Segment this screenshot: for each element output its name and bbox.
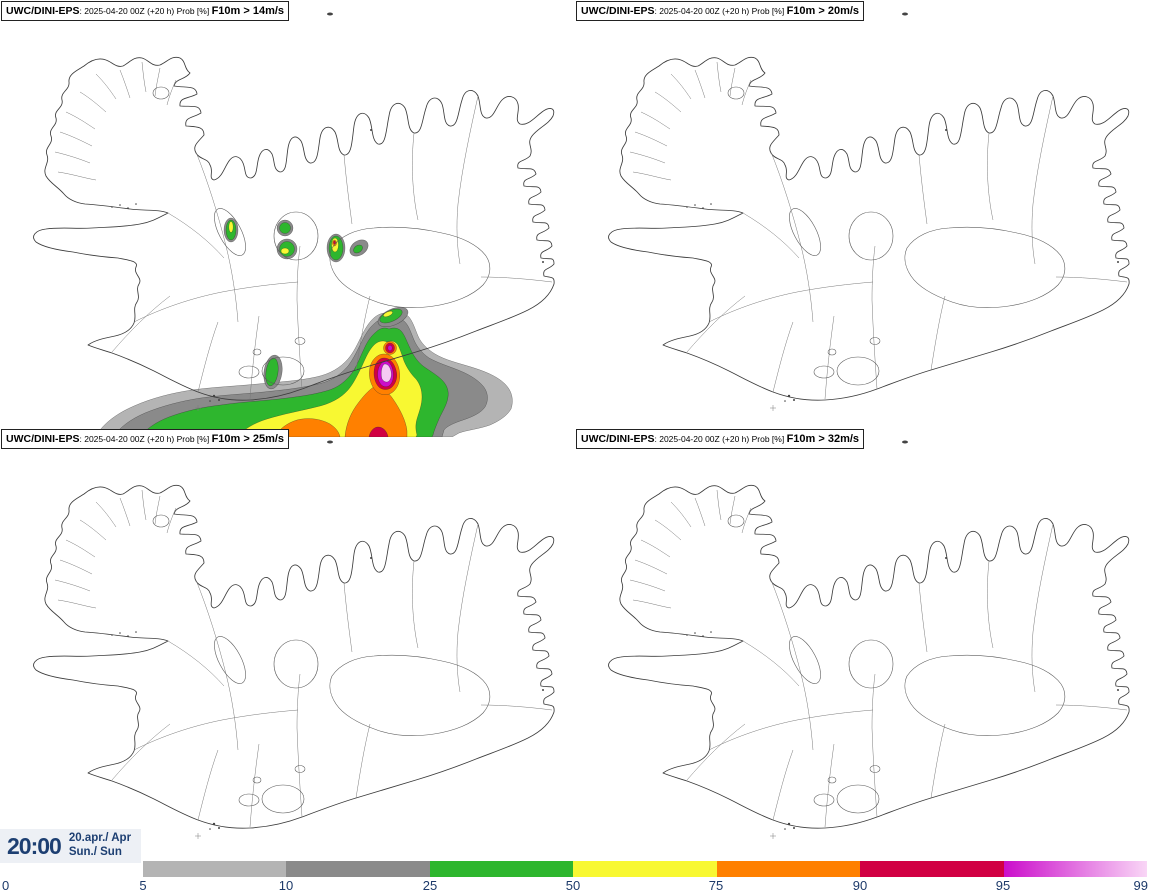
panel-title: UWC/DINI-EPS: 2025-04-20 00Z (+20 h) Pro… xyxy=(576,1,865,21)
product-name: UWC/DINI-EPS xyxy=(581,433,655,445)
colorbar-segment-75-90 xyxy=(716,861,861,877)
product-name: UWC/DINI-EPS xyxy=(6,5,80,17)
colorbar-segment-90-95 xyxy=(860,861,1004,877)
colorbar-segment-5-10 xyxy=(143,861,287,877)
colorbar-tick-5: 5 xyxy=(139,878,147,893)
colorbar-tick-95: 95 xyxy=(995,878,1011,893)
iceland-map xyxy=(33,440,555,840)
iceland-map xyxy=(608,12,1130,412)
run-and-leadtime: : 2025-04-20 00Z (+20 h) Prob [%] xyxy=(654,434,787,444)
map-panel-f10m-gt-25: UWC/DINI-EPS: 2025-04-20 00Z (+20 h) Pro… xyxy=(0,428,575,865)
legend-footer: 20:00 20.apr./ Apr Sun./ Sun 0 5 10 25 5… xyxy=(0,820,1150,893)
iceland-map-with-probabilities xyxy=(33,12,555,437)
valid-date-line1: 20.apr./ Apr xyxy=(68,832,132,845)
parameter-threshold: F10m > 32m/s xyxy=(786,433,860,445)
probability-colorbar xyxy=(143,861,1147,877)
parameter-threshold: F10m > 25m/s xyxy=(211,433,285,445)
colorbar-tick-99: 99 xyxy=(1133,878,1148,893)
run-and-leadtime: : 2025-04-20 00Z (+20 h) Prob [%] xyxy=(79,434,212,444)
valid-date-line2: Sun./ Sun xyxy=(68,846,122,858)
run-and-leadtime: : 2025-04-20 00Z (+20 h) Prob [%] xyxy=(654,6,787,16)
colorbar-segment-50-75 xyxy=(573,861,717,877)
panel-title: UWC/DINI-EPS: 2025-04-20 00Z (+20 h) Pro… xyxy=(576,429,865,449)
map-panel-f10m-gt-14: UWC/DINI-EPS: 2025-04-20 00Z (+20 h) Pro… xyxy=(0,0,575,437)
valid-time-box: 20:00 20.apr./ Apr Sun./ Sun xyxy=(0,829,141,863)
colorbar-tick-0: 0 xyxy=(2,878,10,893)
colorbar-segment-25-50 xyxy=(429,861,574,877)
parameter-threshold: F10m > 20m/s xyxy=(786,5,860,17)
colorbar-tick-90: 90 xyxy=(852,878,868,893)
colorbar-tick-50: 50 xyxy=(565,878,581,893)
run-and-leadtime: : 2025-04-20 00Z (+20 h) Prob [%] xyxy=(79,6,212,16)
map-panel-f10m-gt-20: UWC/DINI-EPS: 2025-04-20 00Z (+20 h) Pro… xyxy=(575,0,1150,437)
valid-time: 20:00 xyxy=(7,832,62,859)
panel-title: UWC/DINI-EPS: 2025-04-20 00Z (+20 h) Pro… xyxy=(1,1,290,21)
colorbar-tick-10: 10 xyxy=(278,878,294,893)
iceland-map xyxy=(608,440,1130,840)
colorbar-tick-75: 75 xyxy=(708,878,724,893)
colorbar-tick-25: 25 xyxy=(422,878,438,893)
colorbar-segment-95-99 xyxy=(1003,861,1147,877)
product-name: UWC/DINI-EPS xyxy=(6,433,80,445)
product-name: UWC/DINI-EPS xyxy=(581,5,655,17)
parameter-threshold: F10m > 14m/s xyxy=(211,5,285,17)
colorbar-segment-10-25 xyxy=(286,861,430,877)
panel-title: UWC/DINI-EPS: 2025-04-20 00Z (+20 h) Pro… xyxy=(1,429,290,449)
map-panel-f10m-gt-32: UWC/DINI-EPS: 2025-04-20 00Z (+20 h) Pro… xyxy=(575,428,1150,865)
valid-date: 20.apr./ Apr Sun./ Sun xyxy=(69,832,139,860)
